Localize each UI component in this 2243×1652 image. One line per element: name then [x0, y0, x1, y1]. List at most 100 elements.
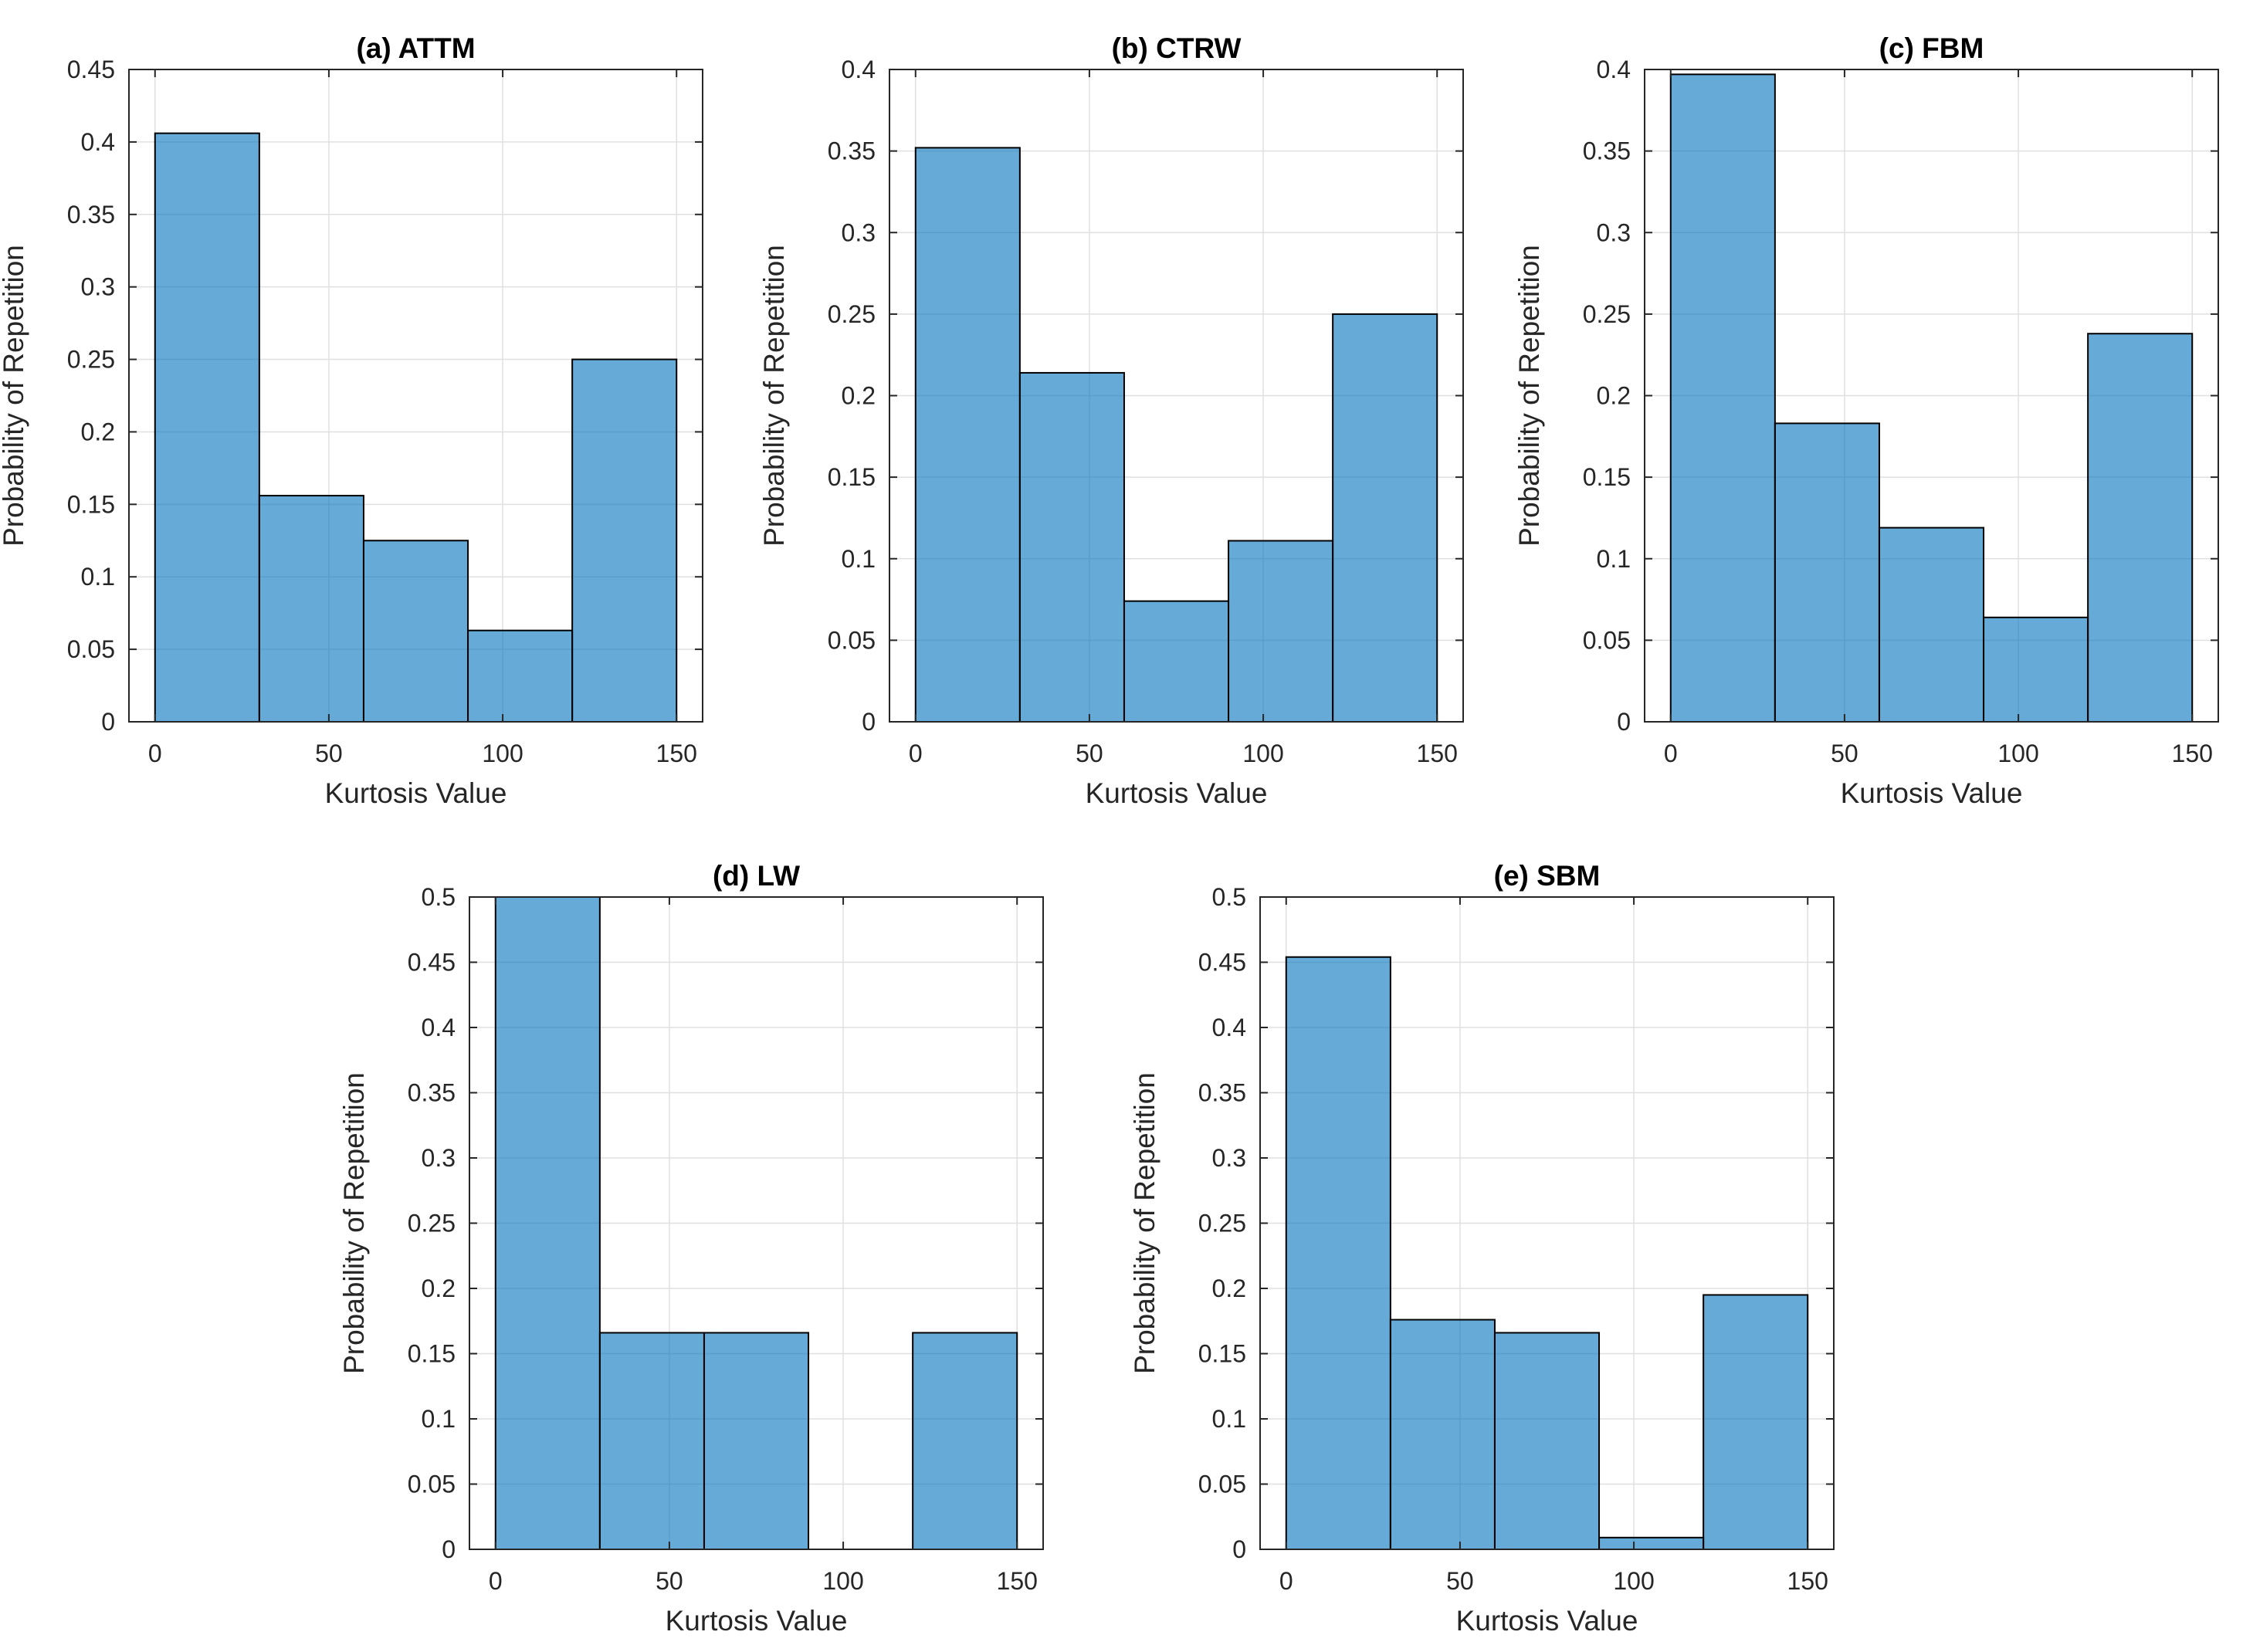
histogram-bar [1878, 526, 1985, 723]
y-tick-label: 0.25 [67, 346, 115, 374]
x-tick-label: 50 [1076, 740, 1103, 767]
chart-title: (b) CTRW [1112, 32, 1242, 64]
chart-panel-a: 0 0.05 0.1 0.15 0.2 0.25 0.3 0.35 0.4 0.45 0 50 100 1… [0, 32, 703, 809]
histogram-bar [1018, 371, 1125, 723]
y-tick-label: 0.4 [1212, 1014, 1246, 1041]
x-tick-label: 0 [1664, 740, 1678, 767]
y-axis-label: Probability of Repetition [1129, 1072, 1160, 1374]
histogram-bar [598, 1332, 705, 1550]
histogram-bar [467, 629, 574, 723]
histogram-bar [2087, 333, 2194, 723]
x-tick-label: 100 [1997, 740, 2038, 767]
y-tick-label: 0.45 [408, 949, 456, 977]
y-tick-label: 0.15 [67, 490, 115, 518]
y-axis-label: Probability of Repetition [0, 245, 29, 547]
y-tick-label: 0.35 [408, 1079, 456, 1107]
chart-panel-c: 0 0.05 0.1 0.15 0.2 0.25 0.3 0.35 0.4 0 50 100 150 (c… [1513, 32, 2219, 809]
y-tick-label: 0.15 [1198, 1340, 1246, 1368]
y-tick-label: 0 [1232, 1535, 1246, 1563]
x-tick-label: 50 [315, 740, 343, 767]
y-tick-label: 0.2 [1212, 1275, 1246, 1302]
y-tick-label: 0.2 [422, 1275, 456, 1302]
y-axis-label: Probability of Repetition [1513, 245, 1545, 547]
histogram-bar [1228, 540, 1334, 723]
histogram-bar [1983, 616, 2089, 723]
y-tick-label: 0.3 [422, 1144, 456, 1172]
histogram-bar [1389, 1319, 1496, 1551]
chart-title: (e) SBM [1494, 860, 1601, 892]
y-tick-label: 0.25 [408, 1210, 456, 1237]
y-tick-label: 0.1 [1597, 545, 1631, 573]
y-tick-label: 0.5 [1212, 883, 1246, 911]
x-tick-label: 0 [1279, 1567, 1293, 1595]
x-tick-label: 0 [489, 1567, 503, 1595]
x-tick-label: 150 [997, 1567, 1038, 1595]
y-tick-label: 0 [862, 708, 876, 736]
x-tick-label: 0 [909, 740, 923, 767]
y-tick-label: 0.3 [81, 273, 115, 301]
y-tick-label: 0.25 [1583, 300, 1631, 328]
histogram-bar [1774, 422, 1880, 723]
plot-box [1644, 69, 2219, 723]
y-tick-label: 0.1 [81, 563, 115, 591]
y-tick-label: 0.35 [828, 137, 876, 165]
histogram-bar [1669, 73, 1776, 723]
y-tick-label: 0.15 [1583, 463, 1631, 491]
y-tick-label: 0.4 [842, 56, 876, 83]
x-tick-label: 150 [2172, 740, 2213, 767]
x-axis-label: Kurtosis Value [1841, 777, 2023, 809]
x-tick-label: 150 [1787, 1567, 1828, 1595]
histogram-bar [362, 540, 469, 723]
histogram-bar [154, 132, 260, 723]
y-tick-label: 0.1 [842, 545, 876, 573]
y-tick-label: 0.5 [422, 883, 456, 911]
x-axis-label: Kurtosis Value [1086, 777, 1268, 809]
y-tick-label: 0.45 [67, 56, 115, 83]
y-tick-label: 0 [1617, 708, 1631, 736]
histogram-bar [1285, 956, 1391, 1550]
y-tick-label: 0 [101, 708, 115, 736]
y-tick-label: 0.05 [1583, 626, 1631, 654]
plot-box [128, 69, 703, 723]
x-tick-label: 50 [1446, 1567, 1474, 1595]
histogram-bar [1123, 600, 1230, 723]
y-tick-label: 0.15 [408, 1340, 456, 1368]
y-tick-label: 0.35 [1198, 1079, 1246, 1107]
x-tick-label: 100 [1613, 1567, 1654, 1595]
y-axis-label: Probability of Repetition [338, 1072, 370, 1374]
chart-title: (a) ATTM [356, 32, 475, 64]
y-tick-label: 0.4 [422, 1014, 456, 1041]
histogram-bar [1332, 313, 1438, 723]
x-axis-label: Kurtosis Value [325, 777, 507, 809]
y-tick-label: 0.3 [1597, 218, 1631, 246]
histogram-bar [1703, 1294, 1809, 1550]
y-tick-label: 0.3 [1212, 1144, 1246, 1172]
histogram-bar [914, 147, 1021, 723]
x-tick-label: 100 [822, 1567, 863, 1595]
y-tick-label: 0.45 [1198, 949, 1246, 977]
chart-panel-b: 0 0.05 0.1 0.15 0.2 0.25 0.3 0.35 0.4 0 50 100 150 (b… [758, 32, 1464, 809]
y-tick-label: 0.4 [81, 128, 115, 156]
y-tick-label: 0.25 [1198, 1210, 1246, 1237]
x-tick-label: 50 [656, 1567, 683, 1595]
y-tick-label: 0.2 [842, 382, 876, 410]
chart-panel-e: 0 0.05 0.1 0.15 0.2 0.25 0.3 0.35 0.4 0.45 0.5 0 50 1… [1129, 860, 1835, 1637]
x-tick-label: 0 [148, 740, 162, 767]
x-tick-label: 100 [482, 740, 523, 767]
y-axis-label: Probability of Repetition [758, 245, 790, 547]
chart-title: (c) FBM [1879, 32, 1984, 64]
y-tick-label: 0.05 [67, 635, 115, 663]
y-tick-label: 0.4 [1597, 56, 1631, 83]
x-tick-label: 150 [656, 740, 697, 767]
y-tick-label: 0.05 [1198, 1471, 1246, 1498]
y-tick-label: 0.35 [67, 201, 115, 229]
x-tick-label: 100 [1242, 740, 1283, 767]
plot-box [1259, 896, 1835, 1550]
x-tick-label: 150 [1417, 740, 1458, 767]
x-axis-label: Kurtosis Value [666, 1605, 848, 1637]
x-tick-label: 50 [1831, 740, 1858, 767]
y-tick-label: 0.05 [828, 626, 876, 654]
histogram-bar [1493, 1332, 1601, 1550]
